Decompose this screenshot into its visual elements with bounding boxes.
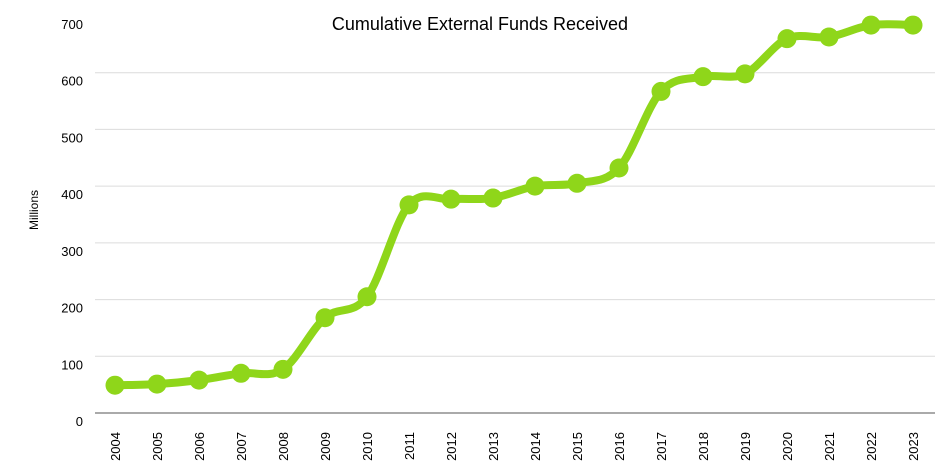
marker [399, 195, 419, 215]
marker [609, 158, 629, 178]
x-tick-label: 2016 [612, 432, 627, 461]
x-tick-label: 2007 [234, 432, 249, 461]
marker [483, 188, 503, 208]
x-tick-label: 2004 [108, 432, 123, 461]
marker [441, 189, 461, 209]
marker [231, 363, 251, 383]
x-tick-label: 2013 [486, 432, 501, 461]
marker [189, 370, 209, 390]
marker [273, 359, 293, 379]
y-tick-label: 600 [61, 74, 83, 89]
y-tick-label: 0 [76, 414, 83, 429]
x-tick-label: 2017 [654, 432, 669, 461]
y-tick-label: 500 [61, 130, 83, 145]
marker [819, 27, 839, 47]
marker [693, 67, 713, 87]
y-tick-label: 700 [61, 17, 83, 32]
y-tick-label: 400 [61, 187, 83, 202]
x-tick-label: 2015 [570, 432, 585, 461]
marker [105, 375, 125, 395]
x-tick-label: 2023 [906, 432, 921, 461]
marker [651, 81, 671, 101]
line [111, 20, 917, 390]
x-tick-label: 2019 [738, 432, 753, 461]
marker [567, 173, 587, 193]
x-tick-label: 2005 [150, 432, 165, 461]
marker [861, 15, 881, 35]
chart-title: Cumulative External Funds Received [332, 14, 628, 34]
marker [147, 374, 167, 394]
x-tick-label: 2010 [360, 432, 375, 461]
y-tick-label: 300 [61, 244, 83, 259]
x-tick-label: 2006 [192, 432, 207, 461]
marker [903, 15, 923, 35]
marker [357, 287, 377, 307]
x-tick-label: 2009 [318, 432, 333, 461]
x-tick-label: 2021 [822, 432, 837, 461]
x-tick-label: 2008 [276, 432, 291, 461]
y-tick-label: 200 [61, 301, 83, 316]
marker [735, 64, 755, 84]
marker [315, 308, 335, 328]
marker [525, 176, 545, 196]
y-tick-label: 100 [61, 357, 83, 372]
marker [777, 29, 797, 49]
x-tick-label: 2022 [864, 432, 879, 461]
x-tick-label: 2014 [528, 432, 543, 461]
x-tick-label: 2012 [444, 432, 459, 461]
x-tick-label: 2018 [696, 432, 711, 461]
x-tick-label: 2020 [780, 432, 795, 461]
x-tick-label: 2011 [402, 432, 417, 460]
y-axis-label: Millions [27, 190, 41, 230]
